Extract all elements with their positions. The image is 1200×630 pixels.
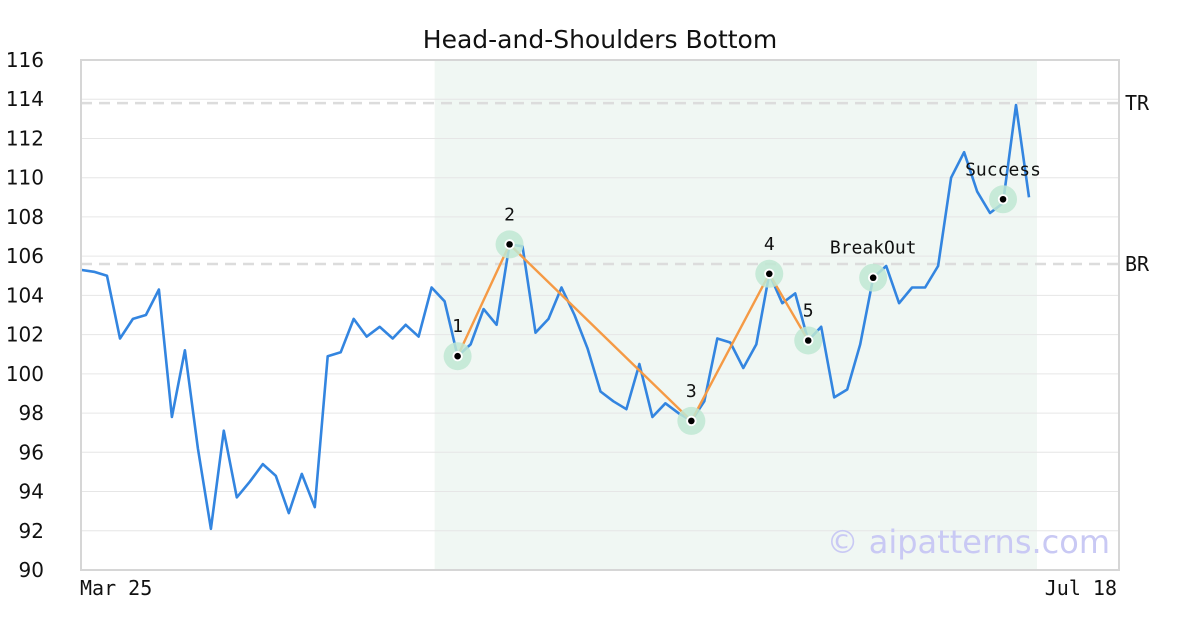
y-tick-label: 100 bbox=[6, 362, 44, 386]
signal-marker-success-dot bbox=[999, 195, 1007, 203]
pattern-point-2-label: 2 bbox=[504, 204, 515, 225]
pattern-point-3-label: 3 bbox=[686, 381, 697, 402]
plot-frame bbox=[80, 59, 1120, 571]
y-tick-label: 116 bbox=[6, 48, 44, 72]
pattern-point-5-dot bbox=[804, 337, 812, 344]
signal-marker-breakout-label: BreakOut bbox=[830, 238, 917, 259]
watermark: © aipatterns.com bbox=[827, 523, 1110, 561]
pattern-markers: 1 2 3 4 5 BreakOut Success bbox=[443, 159, 1041, 435]
x-tick-end: Jul 18 bbox=[1045, 576, 1117, 600]
pattern-point-3-dot bbox=[688, 417, 695, 425]
pattern-point-4-dot bbox=[765, 270, 773, 278]
y-tick-label: 106 bbox=[6, 244, 44, 268]
y-tick-label: 104 bbox=[6, 283, 44, 307]
y-tick-label: 96 bbox=[19, 440, 44, 464]
y-tick-label: 90 bbox=[19, 558, 44, 582]
chart-title: Head-and-Shoulders Bottom bbox=[423, 25, 777, 54]
signal-marker-success-label: Success bbox=[965, 159, 1041, 180]
y-tick-label: 102 bbox=[6, 323, 44, 347]
pattern-region bbox=[434, 60, 1037, 570]
y-tick-label: 98 bbox=[19, 401, 44, 425]
level-label: TR bbox=[1125, 91, 1150, 115]
pattern-point-5-label: 5 bbox=[803, 301, 814, 322]
y-tick-label: 112 bbox=[6, 126, 44, 150]
y-tick-label: 108 bbox=[6, 205, 44, 229]
pattern-point-1-dot bbox=[454, 352, 461, 360]
y-tick-label: 114 bbox=[6, 87, 44, 111]
y-axis-ticks: 116 114 112 110 108 106 104 102 100 98 96 94 92 90 bbox=[6, 48, 44, 582]
pattern-point-1-label: 1 bbox=[452, 316, 463, 337]
pattern-point-2-dot bbox=[506, 241, 513, 248]
pattern-point-4-label: 4 bbox=[764, 234, 775, 255]
signal-marker-breakout-dot bbox=[869, 274, 877, 282]
y-tick-label: 94 bbox=[19, 480, 44, 504]
y-tick-label: 110 bbox=[6, 166, 44, 190]
level-lines: TR BR bbox=[81, 91, 1150, 276]
level-label: BR bbox=[1125, 252, 1150, 276]
y-tick-label: 92 bbox=[19, 519, 44, 543]
x-tick-start: Mar 25 bbox=[80, 576, 152, 600]
